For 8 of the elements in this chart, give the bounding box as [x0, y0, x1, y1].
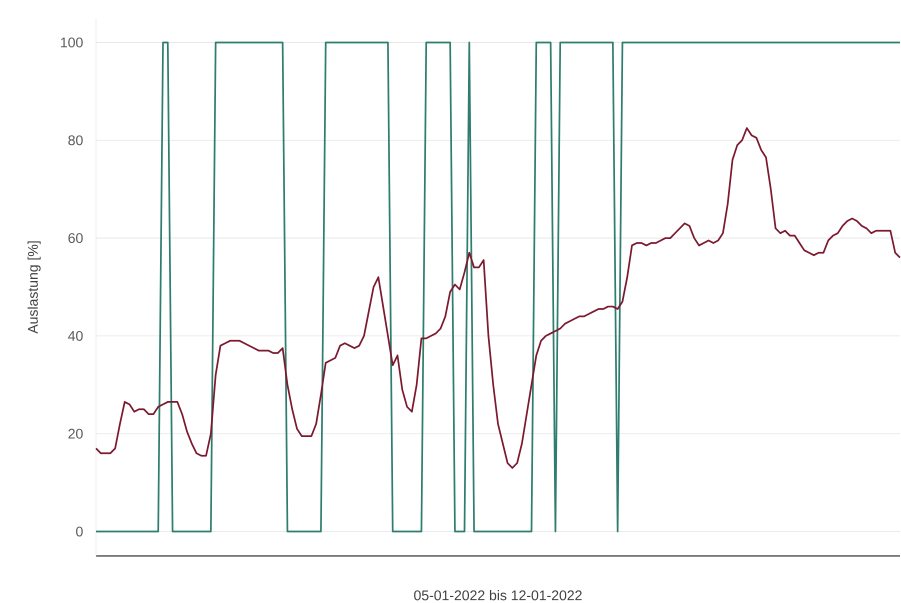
y-tick-label: 60	[68, 233, 83, 244]
y-tick-label: 80	[68, 135, 83, 146]
y-axis-title: Auslastung [%]	[28, 241, 41, 334]
y-tick-label: 0	[76, 526, 83, 536]
y-tick-label: 20	[68, 428, 83, 439]
y-tick-label: 40	[68, 330, 83, 341]
y-tick-label: 100	[61, 38, 83, 48]
x-axis-title: 05-01-2022 bis 12-01-2022	[414, 590, 582, 600]
